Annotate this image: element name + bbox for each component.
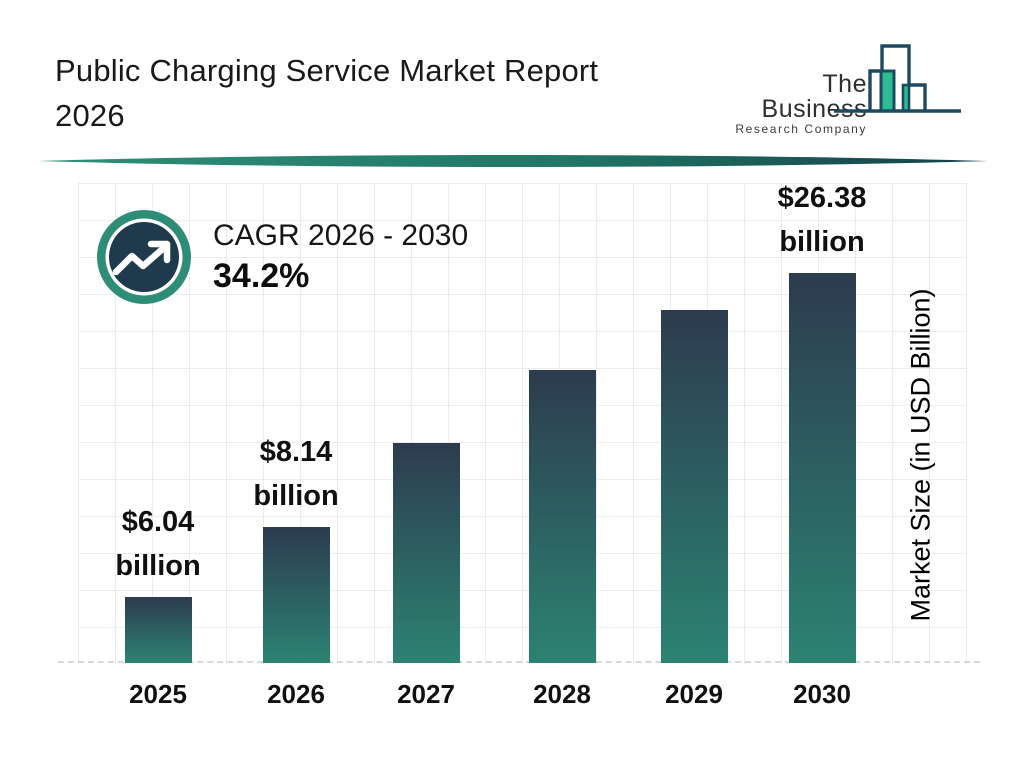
y-axis-label: Market Size (in USD Billion) xyxy=(905,288,936,622)
x-tick-2028: 2028 xyxy=(533,679,591,709)
cagr-text: CAGR 2026 - 2030 34.2% xyxy=(213,217,468,297)
company-name: The Business xyxy=(761,70,867,123)
x-tick-2027: 2027 xyxy=(397,679,455,709)
company-name-sub: Research Company xyxy=(735,122,867,136)
bar-chart-logo-icon xyxy=(834,44,961,113)
bar-group-2025: $6.04 billion 2025 xyxy=(88,500,228,709)
bar-2026 xyxy=(262,527,330,663)
x-tick-2026: 2026 xyxy=(267,679,325,709)
bar-2030 xyxy=(788,273,856,663)
bar-2027 xyxy=(392,443,460,663)
bar-2029 xyxy=(660,310,728,663)
x-axis-baseline xyxy=(58,661,980,663)
page-title: Public Charging Service Market Report 20… xyxy=(55,48,705,138)
trending-up-icon xyxy=(97,210,191,304)
cagr-value: 34.2% xyxy=(213,257,310,295)
page-title-line2: 2026 xyxy=(55,98,125,133)
bar-group-2026: $8.14 billion 2026 xyxy=(226,430,366,709)
x-tick-2025: 2025 xyxy=(129,679,187,709)
cagr-badge: CAGR 2026 - 2030 34.2% xyxy=(95,208,468,306)
bar-value-label: $6.04 billion xyxy=(115,506,201,582)
bar-group-2028: 2028 xyxy=(492,361,632,709)
bar-2028 xyxy=(528,370,596,663)
divider-line xyxy=(38,155,988,167)
bar-2025 xyxy=(124,597,192,663)
company-logo-text: The Business Research Company xyxy=(715,72,867,137)
cagr-label: CAGR 2026 - 2030 xyxy=(213,219,469,252)
company-logo: The Business Research Company xyxy=(715,40,990,136)
bar-group-2029: 2029 xyxy=(624,301,764,709)
x-tick-2030: 2030 xyxy=(793,679,851,709)
page-title-line1: Public Charging Service Market Report xyxy=(55,53,599,88)
bar-group-2027: 2027 xyxy=(356,434,496,709)
bar-value-label: $8.14 billion xyxy=(253,436,339,512)
bar-value-label: $26.38 billion xyxy=(777,182,867,258)
bar-group-2030: $26.38 billion 2030 xyxy=(752,176,892,709)
x-tick-2029: 2029 xyxy=(665,679,723,709)
